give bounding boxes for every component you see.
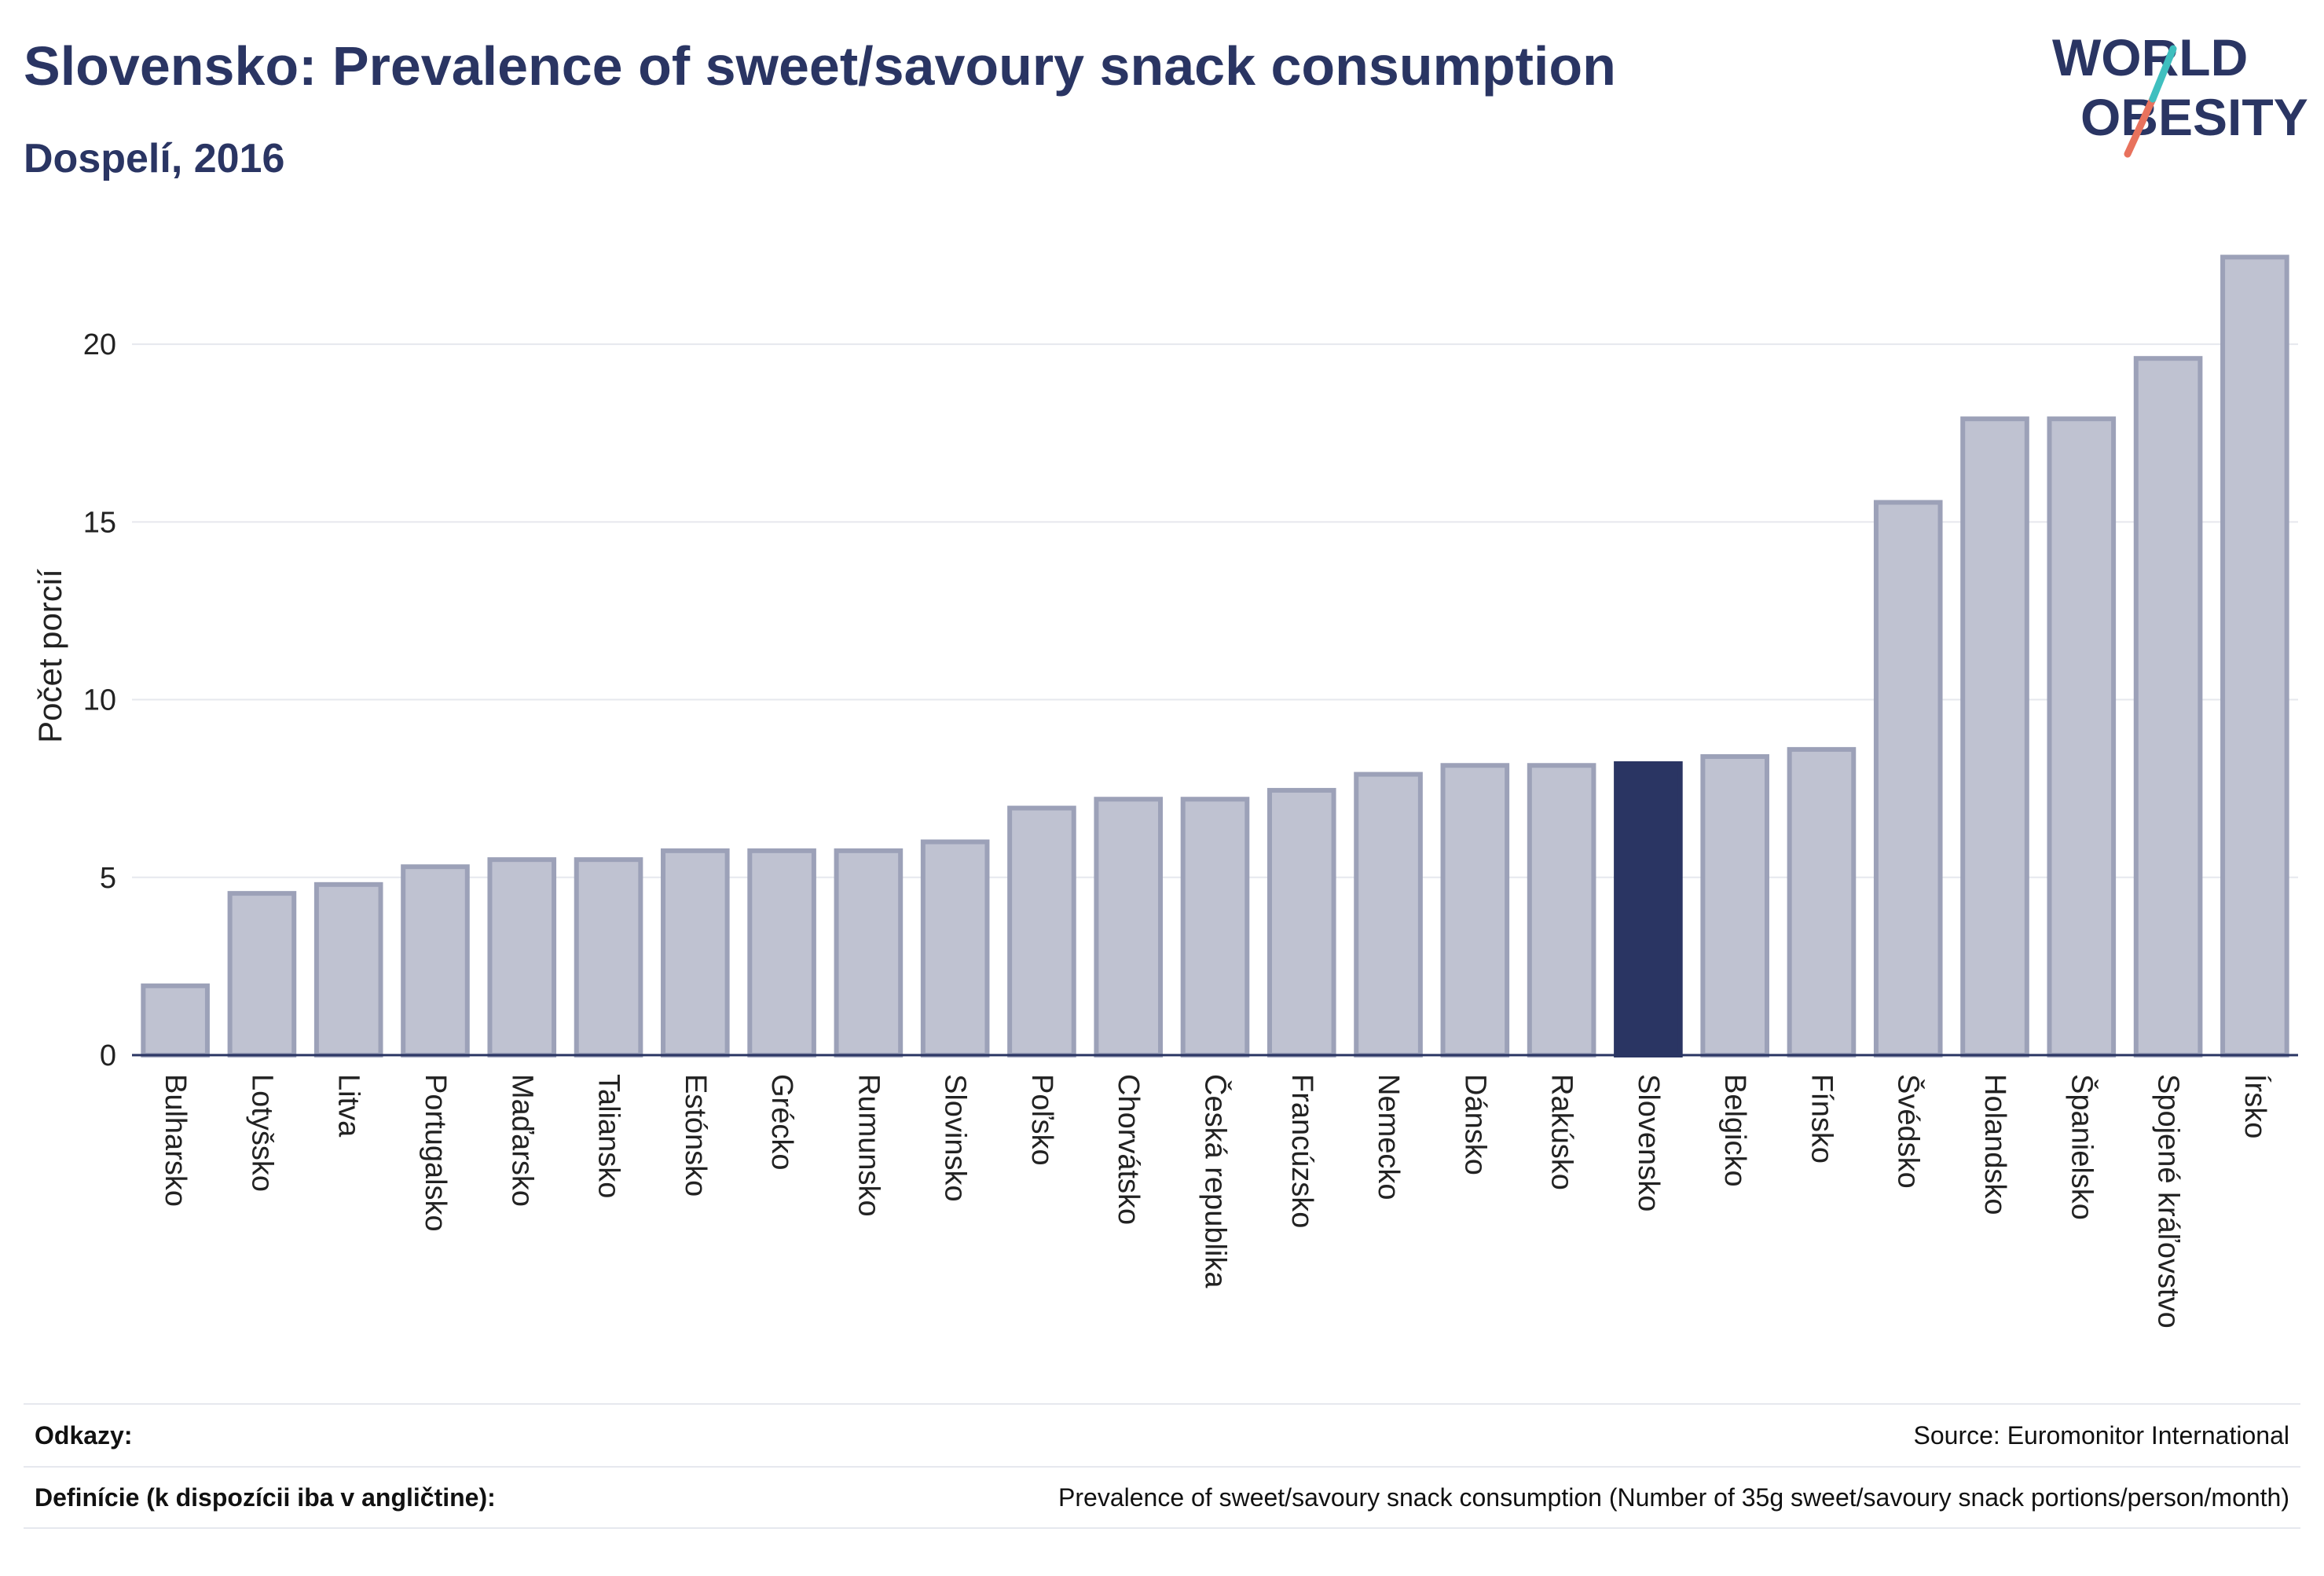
- bar-česká-republika[interactable]: [1180, 797, 1250, 1057]
- bar-litva[interactable]: [313, 881, 383, 1057]
- y-tick-label: 10: [83, 684, 116, 717]
- bar-belgicko[interactable]: [1700, 753, 1769, 1057]
- y-tick-label: 15: [83, 506, 116, 539]
- bar-lotyšsko[interactable]: [227, 891, 297, 1058]
- x-tick-label: Dánsko: [1458, 1074, 1491, 1175]
- x-tick-label: Rumunsko: [852, 1074, 885, 1217]
- x-tick-label: Grécko: [765, 1074, 798, 1170]
- definition-row: Definície (k dispozícii iba v angličtine…: [24, 1466, 2300, 1529]
- references-row: Odkazy: Source: Euromonitor Internationa…: [24, 1403, 2300, 1466]
- bar-fínsko[interactable]: [1787, 746, 1857, 1057]
- bar-slovinsko[interactable]: [920, 839, 990, 1057]
- x-tick-label: Estónsko: [679, 1074, 712, 1197]
- bar-holandsko[interactable]: [1960, 416, 2029, 1057]
- logo-slash-teal: [2149, 45, 2177, 103]
- logo-line-2: OBESITY: [2080, 88, 2308, 146]
- bar-poľsko[interactable]: [1007, 805, 1076, 1058]
- x-tick-label: Rakúsko: [1545, 1074, 1578, 1190]
- x-tick-label: Fínsko: [1805, 1074, 1838, 1164]
- x-tick-label: Švédsko: [1892, 1074, 1926, 1189]
- axes: 0 5 10 15 20 Bulharsko Lotyšsko Litva Portugalsk…: [83, 328, 2298, 1329]
- bar-rakúsko[interactable]: [1527, 763, 1596, 1057]
- x-tick-label: Česká republika: [1199, 1074, 1233, 1288]
- x-tick-label: Lotyšsko: [245, 1074, 278, 1192]
- chart-subtitle: Dospelí, 2016: [24, 136, 285, 181]
- bar-grécko[interactable]: [747, 848, 816, 1058]
- bar-maďarsko[interactable]: [487, 857, 557, 1057]
- bar-francúzsko[interactable]: [1266, 787, 1336, 1057]
- x-tick-label: Litva: [332, 1074, 365, 1138]
- x-tick-label: Francúzsko: [1285, 1074, 1318, 1228]
- bar-dánsko[interactable]: [1440, 763, 1510, 1057]
- y-tick-label: 0: [100, 1039, 116, 1072]
- chart-title: Slovensko: Prevalence of sweet/savoury s…: [24, 35, 1616, 97]
- bar-španielsko[interactable]: [2047, 416, 2117, 1057]
- x-tick-label: Spojené kráľovstvo: [2152, 1074, 2185, 1329]
- x-tick-label: Poľsko: [1025, 1074, 1058, 1166]
- x-tick-label: Bulharsko: [159, 1074, 192, 1207]
- bar-chart: 0 5 10 15 20 Bulharsko Lotyšsko Litva Portugalsk…: [31, 255, 2298, 1329]
- bar-švédsko[interactable]: [1873, 500, 1943, 1057]
- bar-bulharsko[interactable]: [141, 983, 210, 1057]
- references-label: Odkazy:: [35, 1420, 133, 1450]
- x-tick-label: Holandsko: [1978, 1074, 2011, 1215]
- logo-line-1: WORLD: [2052, 28, 2248, 86]
- bar-rumunsko[interactable]: [834, 848, 904, 1058]
- bar-portugalsko[interactable]: [401, 864, 470, 1058]
- x-tick-label: Portugalsko: [419, 1074, 452, 1232]
- x-tick-label: Slovinsko: [939, 1074, 972, 1202]
- bar-estónsko[interactable]: [661, 848, 730, 1058]
- bars: [141, 255, 2289, 1058]
- bar-spojené-kráľovstvo[interactable]: [2133, 356, 2203, 1058]
- logo-slash-coral: [2124, 95, 2157, 158]
- x-tick-label: Taliansko: [592, 1074, 625, 1198]
- definition-value: Prevalence of sweet/savoury snack consum…: [1058, 1483, 2289, 1512]
- bar-chorvátsko[interactable]: [1094, 797, 1164, 1057]
- y-axis-title: Počet porcií: [31, 569, 68, 743]
- chart-footer: Odkazy: Source: Euromonitor Internationa…: [24, 1403, 2300, 1529]
- bar-nemecko[interactable]: [1354, 772, 1423, 1058]
- x-tick-label: Belgicko: [1718, 1074, 1751, 1187]
- y-tick-label: 5: [100, 862, 116, 895]
- x-tick-label: Chorvátsko: [1112, 1074, 1145, 1225]
- bar-írsko[interactable]: [2220, 255, 2289, 1057]
- x-tick-label: Nemecko: [1372, 1074, 1405, 1200]
- x-tick-label: Slovensko: [1632, 1074, 1665, 1211]
- references-value: Source: Euromonitor International: [1913, 1420, 2289, 1450]
- world-obesity-logo: WORLD OBESITY: [2052, 28, 2308, 158]
- y-tick-label: 20: [83, 328, 116, 361]
- x-tick-label: Maďarsko: [505, 1074, 538, 1207]
- bar-slovensko[interactable]: [1614, 761, 1683, 1057]
- bar-taliansko[interactable]: [574, 857, 643, 1057]
- definition-label: Definície (k dispozícii iba v angličtine…: [35, 1483, 496, 1512]
- x-tick-label: Španielsko: [2065, 1074, 2099, 1220]
- x-tick-label: Írsko: [2238, 1074, 2272, 1138]
